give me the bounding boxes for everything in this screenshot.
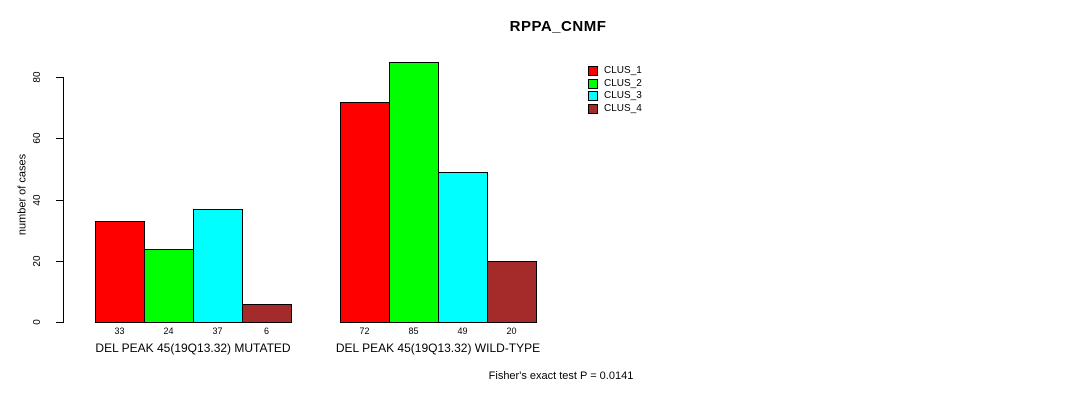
bar bbox=[438, 171, 488, 323]
value-label: 24 bbox=[163, 326, 174, 336]
y-axis-title: number of cases bbox=[16, 153, 29, 236]
footer-annotation: Fisher's exact test P = 0.0141 bbox=[488, 370, 634, 382]
value-label: 49 bbox=[457, 326, 468, 336]
bar bbox=[144, 248, 194, 323]
y-tick-label: 40 bbox=[32, 194, 43, 206]
value-label: 72 bbox=[359, 326, 370, 336]
y-tick bbox=[56, 138, 63, 139]
legend-label: CLUS_4 bbox=[604, 102, 642, 114]
legend-swatch bbox=[588, 103, 598, 114]
y-axis-line bbox=[63, 77, 64, 323]
value-label: 85 bbox=[408, 326, 419, 336]
y-tick bbox=[56, 322, 63, 323]
y-tick bbox=[56, 261, 63, 262]
legend-swatch bbox=[588, 78, 598, 89]
bar bbox=[389, 61, 439, 323]
legend-label: CLUS_3 bbox=[604, 90, 642, 102]
legend-label: CLUS_2 bbox=[604, 77, 642, 89]
bar bbox=[95, 220, 145, 323]
legend-swatch bbox=[588, 66, 598, 76]
bar bbox=[193, 208, 243, 323]
category-label: DEL PEAK 45(19Q13.32) MUTATED bbox=[95, 341, 291, 355]
bar bbox=[487, 260, 537, 323]
bar bbox=[340, 101, 390, 323]
y-tick-label: 60 bbox=[32, 132, 43, 144]
y-tick-label: 20 bbox=[32, 255, 43, 267]
value-label: 20 bbox=[506, 326, 517, 336]
chart-title: RPPA_CNMF bbox=[509, 18, 607, 35]
y-tick bbox=[56, 200, 63, 201]
value-label: 37 bbox=[212, 326, 223, 336]
value-label: 33 bbox=[114, 326, 125, 336]
legend-label: CLUS_1 bbox=[604, 65, 642, 76]
y-tick-label: 80 bbox=[32, 71, 43, 83]
bar bbox=[242, 303, 292, 323]
y-tick bbox=[56, 77, 63, 78]
category-label: DEL PEAK 45(19Q13.32) WILD-TYPE bbox=[335, 341, 541, 355]
value-label: 6 bbox=[263, 326, 269, 336]
legend-swatch bbox=[588, 91, 598, 102]
y-tick-label: 0 bbox=[32, 319, 43, 325]
